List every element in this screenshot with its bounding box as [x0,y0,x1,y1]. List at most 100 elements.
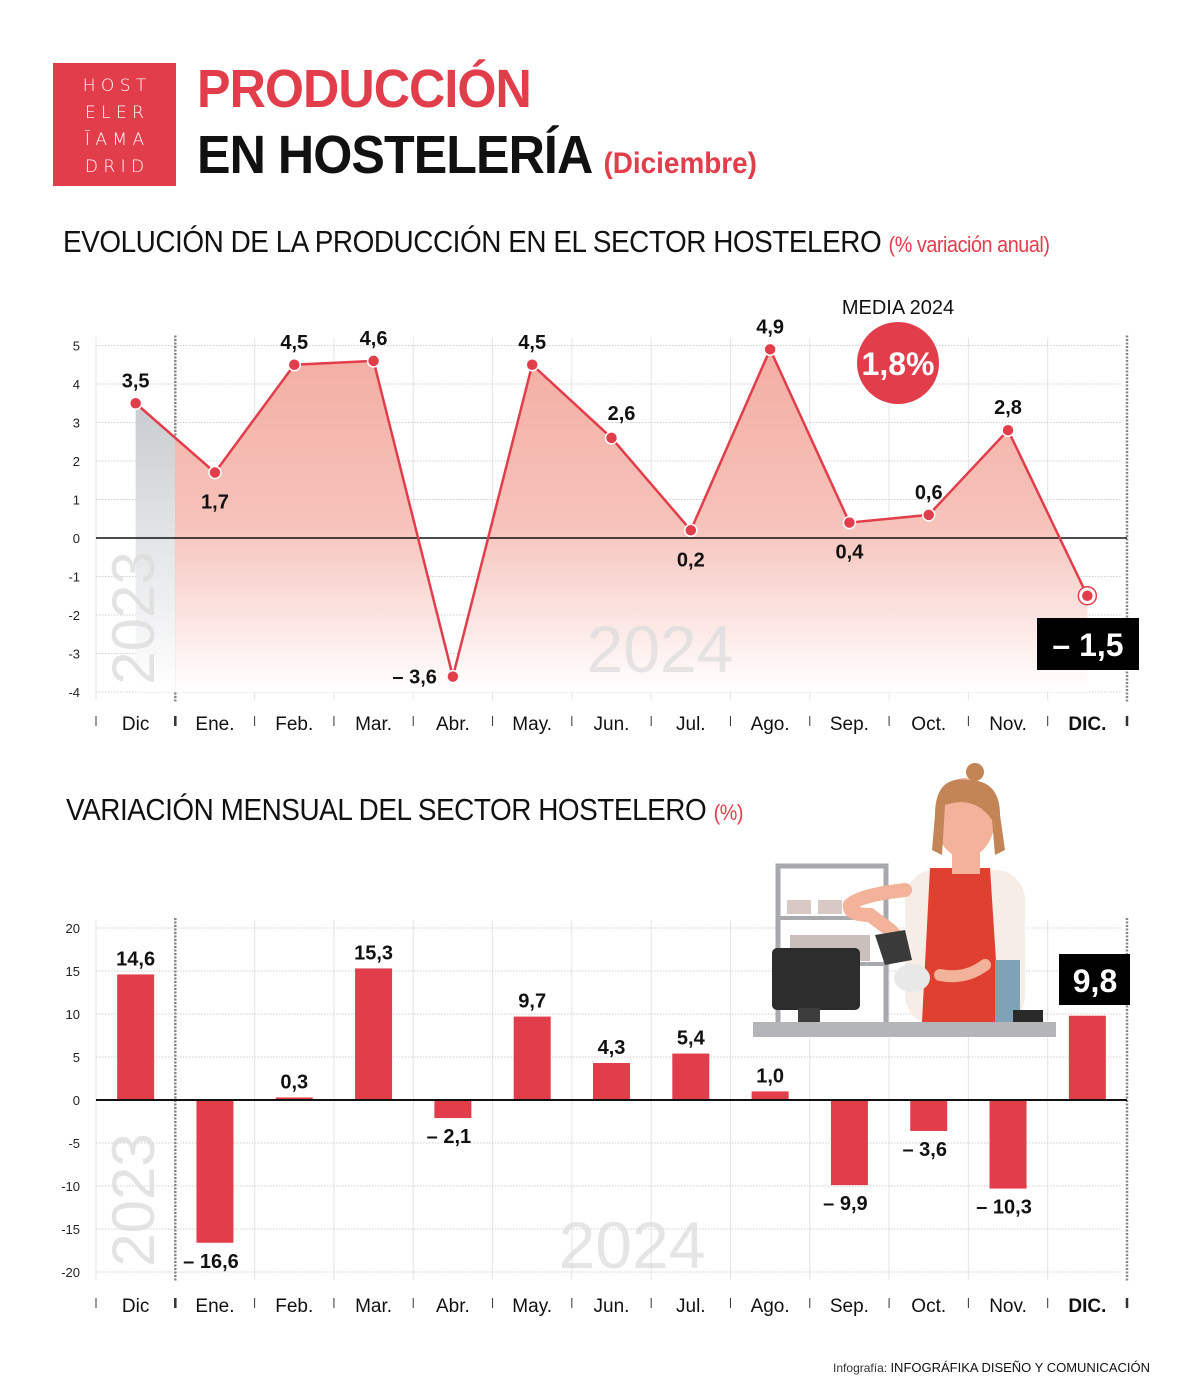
y-tick-label: -10 [61,1179,80,1194]
data-point [366,354,381,368]
bar [672,1053,710,1100]
bar [989,1100,1027,1189]
section2-unit: (%) [713,800,744,825]
data-label: 4,5 [280,332,308,354]
data-label: 2,6 [608,403,636,425]
watermark-2023: 2023 [100,1133,167,1266]
bar [593,1063,630,1100]
y-tick-label: 2 [73,454,80,469]
hosteleria-madrid-logo: H O S T E L E R Ī A M A D R I D [53,63,176,186]
y-tick-label: 3 [73,416,80,431]
x-category-label: Feb. [275,1296,313,1317]
x-category-label: Mar. [355,1296,392,1317]
x-category-label: Abr. [436,1296,470,1317]
x-category-label: Jun. [594,714,630,735]
y-tick-label: -4 [68,685,80,700]
media-value: 1,8% [862,346,935,382]
data-point [287,358,302,372]
x-category-label: DIC. [1068,1296,1106,1317]
x-category-label: Nov. [989,714,1027,735]
highlight-box [1037,618,1139,670]
bar-label: 5,4 [677,1028,706,1050]
area-2023 [135,403,176,692]
x-category-label: Abr. [436,714,470,735]
x-category-label: Ago. [751,714,790,735]
page-title-main: EN HOSTELERÍA [197,125,591,185]
section2-title: VARIACIÓN MENSUAL DEL SECTOR HOSTELERO (… [66,792,743,828]
y-tick-label: 0 [73,531,80,546]
bar-label: 9,7 [518,991,546,1013]
data-label: 4,5 [518,332,546,354]
media-label: MEDIA 2024 [842,297,954,319]
logo-row: Ī A M A [84,130,145,150]
data-label: 0,2 [677,549,705,571]
section1-unit: (% variación anual) [888,232,1050,257]
watermark-2024: 2024 [587,612,734,686]
barista-illustration [753,763,1056,1037]
bar-label: – 2,1 [427,1126,471,1148]
data-label: 0,4 [836,542,865,564]
y-tick-label: 0 [73,1093,80,1108]
data-label: 3,5 [122,370,150,392]
data-point [1001,423,1015,437]
y-tick-label: 5 [73,339,80,354]
x-category-label: DIC. [1068,714,1106,735]
x-category-label: Dic [122,714,149,735]
data-label: 4,9 [756,316,784,338]
data-point [684,523,698,538]
x-category-label: May. [512,1296,552,1317]
data-label: – 3,6 [392,667,436,689]
bar [434,1100,472,1119]
x-category-label: Sep. [830,1296,869,1317]
bar [830,1100,868,1186]
bar-label: 0,3 [280,1071,308,1093]
x-category-label: Oct. [911,714,946,735]
bar-label: 14,6 [116,948,155,970]
y-tick-label: 1 [73,493,80,508]
x-category-label: Ene. [195,714,234,735]
logo-row: E L E R [85,103,144,123]
bar [117,974,155,1100]
bar-label: – 3,6 [902,1139,946,1161]
section1-title: EVOLUCIÓN DE LA PRODUCCIÓN EN EL SECTOR … [63,224,1050,260]
bar [1068,1015,1106,1100]
bar [513,1016,551,1100]
bar [275,1097,313,1100]
data-label: 4,6 [360,328,388,350]
y-tick-label: -15 [61,1222,80,1237]
data-point [842,515,857,530]
bar-label: – 10,3 [976,1197,1032,1219]
y-tick-label: 5 [73,1050,80,1065]
data-label: 1,7 [201,492,229,514]
x-category-label: Oct. [911,1296,946,1317]
x-category-label: Mar. [355,714,392,735]
y-tick-label: 4 [73,377,80,392]
credits-prefix: Infografía: [833,1361,888,1375]
y-tick-label: -3 [68,647,80,662]
x-category-label: Ene. [195,1296,234,1317]
section1-title-text: EVOLUCIÓN DE LA PRODUCCIÓN EN EL SECTOR … [63,224,882,259]
highlight-value: – 1,5 [1052,627,1123,663]
page-title-line2: EN HOSTELERÍA (Diciembre) [197,128,757,182]
data-label: 2,8 [994,397,1022,419]
section2-title-text: VARIACIÓN MENSUAL DEL SECTOR HOSTELERO [66,792,707,827]
area-2024 [175,349,1088,692]
bar-chart: 20 15 10 5 0 -5 -10 -15 -20 Dic Ene. Feb. Mar. Abr. Ma… [61,918,1130,1317]
x-category-label: Ago. [751,1296,790,1317]
x-category-label: Jun. [594,1296,630,1317]
data-point [763,342,777,357]
x-category-label: May. [512,714,552,735]
bar [751,1091,789,1100]
bar [355,968,393,1100]
y-tick-label: -5 [68,1136,80,1151]
data-point [208,465,222,480]
bar-label: – 16,6 [183,1251,239,1273]
highlight-box [1059,954,1130,1005]
y-tick-label: 20 [66,921,80,936]
x-category-label: Feb. [275,714,313,735]
data-point [446,669,460,684]
data-label: 0,6 [915,482,943,504]
bar-label: 1,0 [756,1065,784,1087]
media-badge [857,322,939,404]
page-title-line1: PRODUCCIÓN [197,59,532,119]
